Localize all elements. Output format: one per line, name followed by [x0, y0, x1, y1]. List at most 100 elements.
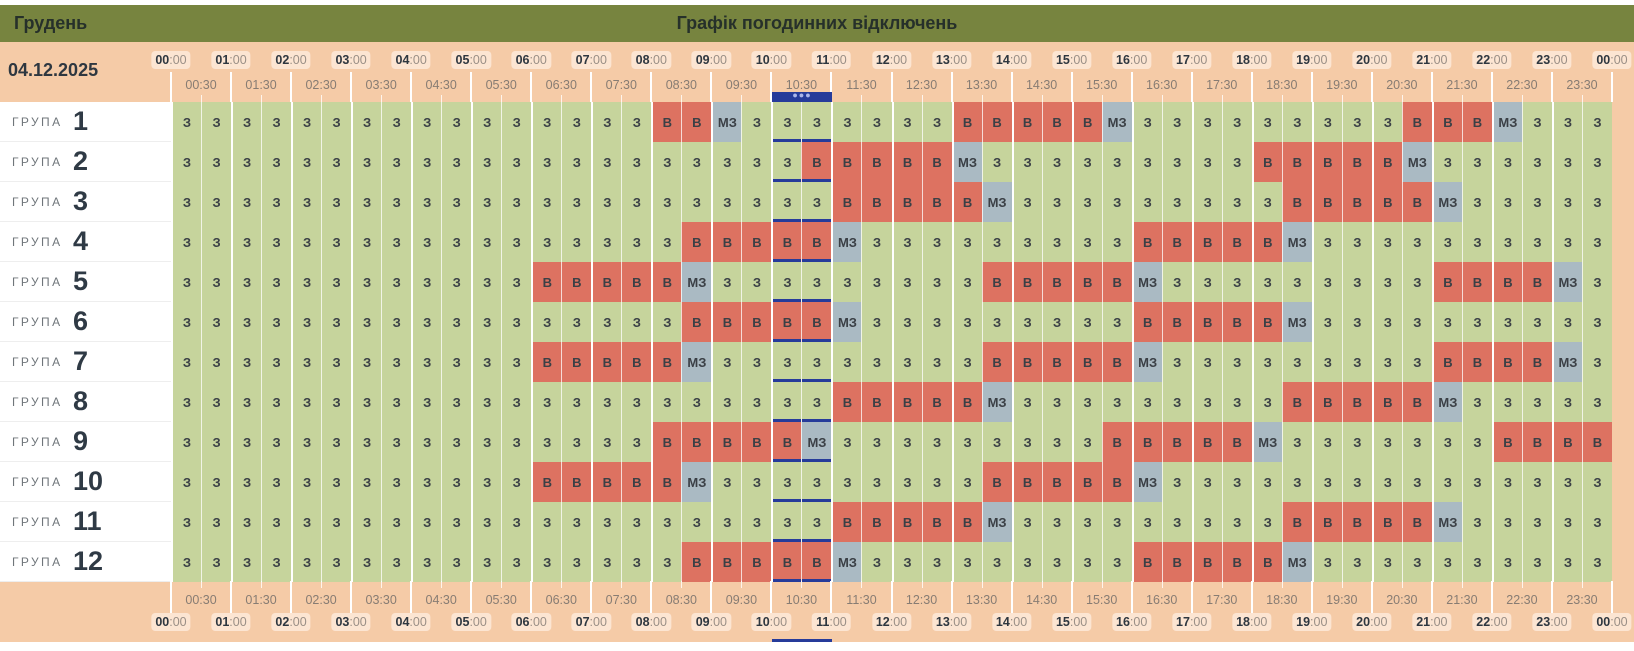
slot-cell-on: З: [471, 542, 502, 582]
half-hour-label: 17:30: [1206, 593, 1238, 607]
slot-cell-on: З: [921, 542, 952, 582]
slot-cell-on: З: [1581, 142, 1612, 182]
hour-line: [1310, 581, 1313, 613]
slot-cell-on: З: [471, 182, 502, 222]
slot-cell-on: З: [201, 102, 232, 142]
hour-label: 22:00: [1472, 613, 1512, 631]
more-dots-icon[interactable]: ●●●: [792, 90, 812, 100]
slot-cell-on: З: [981, 222, 1012, 262]
slot-cell-on: З: [1551, 462, 1582, 502]
slot-cell-maybe: МЗ: [981, 502, 1012, 542]
slot-cell-on: З: [1191, 342, 1222, 382]
slot-cell-on: З: [681, 142, 712, 182]
slot-cell-off: В: [1371, 142, 1402, 182]
slot-cell-on: З: [1401, 542, 1432, 582]
slot-cell-on: З: [1371, 462, 1402, 502]
slot-cell-off: В: [1131, 542, 1162, 582]
slot-cell-on: З: [711, 502, 742, 542]
slot-cell-on: З: [1191, 382, 1222, 422]
group-label: ГРУПА 11: [0, 502, 171, 542]
slot-cell-on: З: [861, 302, 892, 342]
slot-cell-on: З: [1551, 502, 1582, 542]
slot-cell-on: З: [1161, 382, 1192, 422]
slot-cell-off: В: [1251, 222, 1282, 262]
hour-label: 12:00: [871, 51, 912, 69]
slot-cell-on: З: [441, 502, 472, 542]
slot-cell-maybe: МЗ: [1251, 422, 1282, 462]
slot-cell-on: З: [1101, 142, 1132, 182]
slot-cell-on: З: [1071, 422, 1102, 462]
slot-cell-on: З: [1161, 142, 1192, 182]
slot-cell-on: З: [501, 462, 532, 502]
slot-cell-off: В: [801, 302, 832, 342]
slot-cell-off: В: [951, 182, 982, 222]
hour-line: [470, 581, 473, 613]
slot-cell-maybe: МЗ: [1431, 382, 1462, 422]
slot-cell-on: З: [1521, 502, 1552, 542]
slot-cell-on: З: [291, 262, 322, 302]
hour-line: [1611, 72, 1613, 102]
slot-cell-on: З: [351, 462, 382, 502]
hour-label: 00:00: [1592, 51, 1632, 69]
hour-label: 23:00: [1532, 613, 1572, 631]
half-hour-label: 07:30: [605, 593, 637, 607]
slot-cell-on: З: [741, 102, 772, 142]
slot-cell-on: З: [441, 262, 472, 302]
half-hour-tick: [861, 95, 863, 102]
slot-cell-on: З: [591, 142, 622, 182]
slot-cell-off: В: [531, 462, 562, 502]
slot-cell-on: З: [321, 542, 352, 582]
slot-cell-on: З: [1581, 102, 1612, 142]
group-word: ГРУПА: [12, 315, 63, 329]
slot-cell-on: З: [1041, 302, 1072, 342]
slot-cell-on: З: [921, 262, 952, 302]
slot-cell-off: В: [861, 182, 892, 222]
hour-label: 18:00: [1232, 613, 1272, 631]
half-hour-label: 15:30: [1086, 593, 1118, 607]
slot-cell-on: З: [921, 342, 952, 382]
group-word: ГРУПА: [12, 235, 63, 249]
slot-cell-off: В: [1131, 422, 1162, 462]
half-hour-label: 05:30: [485, 78, 517, 92]
slot-cell-maybe: МЗ: [1401, 142, 1432, 182]
slot-cell-on: З: [1581, 462, 1612, 502]
slot-cell-on: З: [951, 462, 982, 502]
slot-cell-on: З: [381, 102, 412, 142]
slot-cell-on: З: [291, 542, 322, 582]
slot-cell-on: З: [651, 182, 682, 222]
slot-cell-on: З: [1041, 542, 1072, 582]
slot-cell-on: З: [291, 302, 322, 342]
slot-cell-on: З: [261, 222, 292, 262]
half-hour-label: 19:30: [1326, 593, 1358, 607]
slot-cell-on: З: [501, 542, 532, 582]
slot-cell-on: З: [1521, 542, 1552, 582]
slot-cell-on: З: [1341, 422, 1372, 462]
hour-label: 07:00: [571, 51, 611, 69]
group-number: 5: [73, 266, 89, 296]
slot-cell-on: З: [321, 142, 352, 182]
slot-cell-on: З: [621, 302, 652, 342]
hour-line: [1190, 72, 1193, 102]
half-hour-tick: [261, 581, 263, 588]
slot-cell-off: В: [1371, 382, 1402, 422]
slot-cell-off: В: [591, 462, 622, 502]
slot-cell-off: В: [951, 382, 982, 422]
slot-cell-on: З: [1011, 222, 1042, 262]
slot-cell-on: З: [1041, 422, 1072, 462]
current-time-marker[interactable]: [772, 92, 832, 102]
slot-cell-on: З: [1311, 542, 1342, 582]
half-hour-tick: [741, 581, 743, 588]
slot-cell-on: З: [291, 102, 322, 142]
slot-cell-on: З: [171, 342, 202, 382]
hour-line: [650, 72, 653, 102]
slot-cell-on: З: [1461, 422, 1492, 462]
slot-cell-on: З: [741, 462, 772, 502]
slot-cell-on: З: [1041, 182, 1072, 222]
slot-cell-on: З: [831, 462, 862, 502]
slot-cell-on: З: [1041, 382, 1072, 422]
slot-cell-on: З: [411, 102, 442, 142]
half-hour-label: 13:30: [965, 78, 998, 92]
hour-label: 22:00: [1472, 51, 1512, 69]
slot-cell-on: З: [201, 302, 232, 342]
slot-cell-on: З: [1431, 142, 1462, 182]
